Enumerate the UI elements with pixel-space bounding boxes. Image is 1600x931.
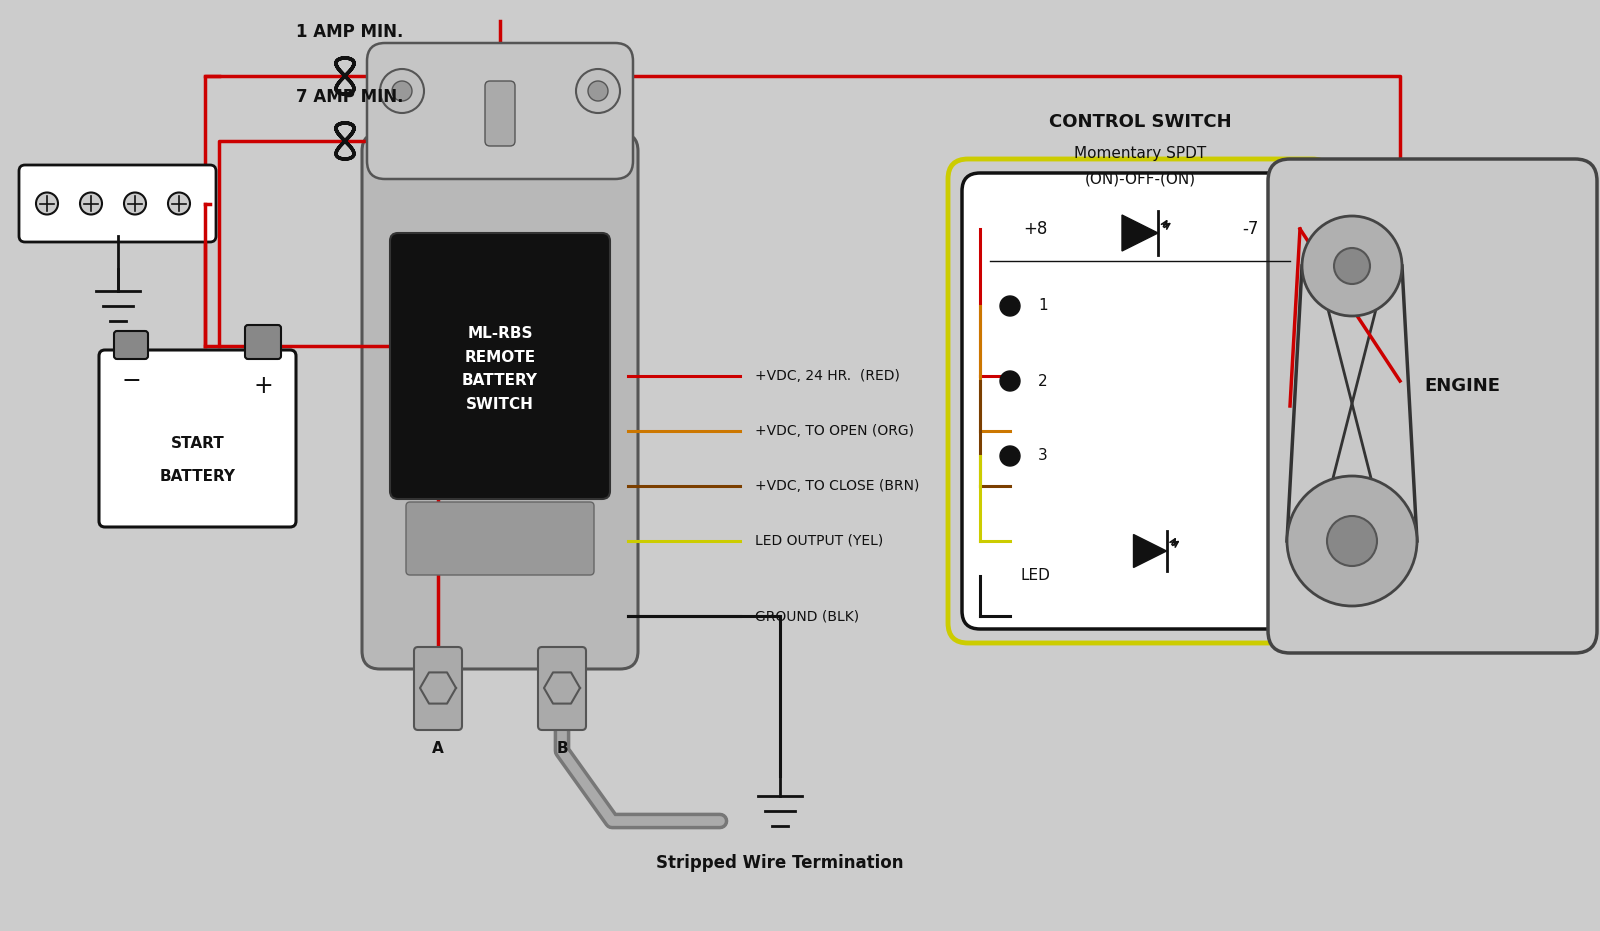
Circle shape	[1334, 248, 1370, 284]
Text: −: −	[122, 369, 141, 393]
Circle shape	[589, 81, 608, 101]
Text: START: START	[171, 436, 224, 451]
Text: CONTROL SWITCH: CONTROL SWITCH	[1048, 113, 1232, 131]
Circle shape	[1286, 476, 1418, 606]
Circle shape	[576, 69, 621, 113]
Text: 2: 2	[1038, 373, 1048, 388]
FancyBboxPatch shape	[114, 331, 147, 359]
Circle shape	[168, 193, 190, 214]
Polygon shape	[1133, 534, 1166, 568]
FancyBboxPatch shape	[406, 502, 594, 575]
Text: +VDC, TO OPEN (ORG): +VDC, TO OPEN (ORG)	[755, 424, 914, 438]
Text: GROUND (BLK): GROUND (BLK)	[755, 609, 859, 623]
Text: +VDC, 24 HR.  (RED): +VDC, 24 HR. (RED)	[755, 369, 899, 383]
FancyBboxPatch shape	[1267, 159, 1597, 653]
Text: 1 AMP MIN.: 1 AMP MIN.	[296, 23, 403, 41]
Text: -7: -7	[1242, 220, 1258, 238]
Text: ML-RBS
REMOTE
BATTERY
SWITCH: ML-RBS REMOTE BATTERY SWITCH	[462, 327, 538, 412]
Text: +VDC, TO CLOSE (BRN): +VDC, TO CLOSE (BRN)	[755, 479, 920, 493]
Text: Stripped Wire Termination: Stripped Wire Termination	[656, 854, 904, 872]
Text: 3: 3	[1038, 449, 1048, 464]
FancyBboxPatch shape	[19, 165, 216, 242]
FancyBboxPatch shape	[414, 647, 462, 730]
Text: LED OUTPUT (YEL): LED OUTPUT (YEL)	[755, 534, 883, 548]
Text: 1: 1	[1038, 299, 1048, 314]
FancyBboxPatch shape	[99, 350, 296, 527]
Circle shape	[1302, 216, 1402, 316]
FancyBboxPatch shape	[366, 43, 634, 179]
Text: BATTERY: BATTERY	[160, 469, 235, 484]
Circle shape	[1326, 516, 1378, 566]
Polygon shape	[1122, 215, 1158, 251]
FancyBboxPatch shape	[538, 647, 586, 730]
FancyBboxPatch shape	[390, 233, 610, 499]
FancyBboxPatch shape	[362, 133, 638, 669]
FancyBboxPatch shape	[485, 81, 515, 146]
Circle shape	[1000, 446, 1021, 466]
Circle shape	[1000, 371, 1021, 391]
Text: +8: +8	[1022, 220, 1046, 238]
Text: B: B	[557, 741, 568, 756]
Circle shape	[379, 69, 424, 113]
Circle shape	[392, 81, 411, 101]
Circle shape	[35, 193, 58, 214]
Text: +: +	[253, 374, 274, 398]
Circle shape	[80, 193, 102, 214]
Text: LED: LED	[1021, 569, 1050, 584]
FancyBboxPatch shape	[962, 173, 1318, 629]
Circle shape	[125, 193, 146, 214]
Text: (ON)-OFF-(ON): (ON)-OFF-(ON)	[1085, 172, 1195, 187]
Text: 7 AMP MIN.: 7 AMP MIN.	[296, 88, 403, 106]
Text: A: A	[432, 741, 443, 756]
Circle shape	[1000, 296, 1021, 316]
FancyBboxPatch shape	[245, 325, 282, 359]
Text: Momentary SPDT: Momentary SPDT	[1074, 146, 1206, 161]
Text: ENGINE: ENGINE	[1424, 377, 1501, 395]
